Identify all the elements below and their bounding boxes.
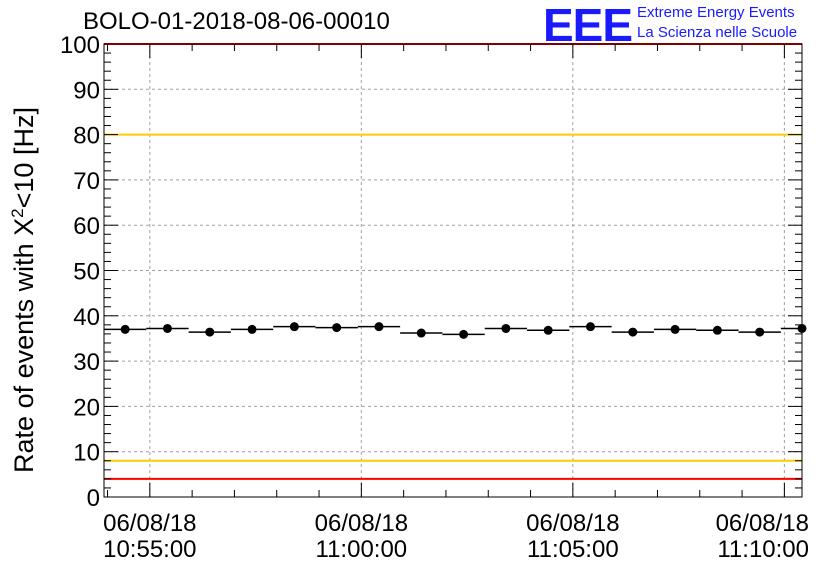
y-tick-label: 30 xyxy=(73,349,100,376)
y-tick-label: 70 xyxy=(73,168,100,195)
x-tick-label-date: 06/08/18 xyxy=(526,510,619,537)
x-tick-label-time: 11:00:00 xyxy=(316,536,408,563)
eee-logo-text: Extreme Energy Events La Scienza nelle S… xyxy=(637,3,797,43)
data-point xyxy=(162,323,172,333)
data-point xyxy=(501,323,511,333)
data-point xyxy=(120,324,130,334)
x-tick-label-time: 11:05:00 xyxy=(527,536,619,563)
y-tick-label: 0 xyxy=(87,485,100,512)
x-tick-label-time: 10:55:00 xyxy=(103,536,196,563)
data-point xyxy=(628,327,638,337)
y-tick-label: 50 xyxy=(73,259,100,286)
data-point xyxy=(374,322,384,332)
y-tick-label: 10 xyxy=(73,440,100,467)
data-point xyxy=(670,324,680,334)
data-point xyxy=(289,322,299,332)
data-point xyxy=(543,325,553,335)
y-tick-label: 90 xyxy=(73,77,100,104)
x-tick-label-date: 06/08/18 xyxy=(315,510,408,537)
x-tick-label-date: 06/08/18 xyxy=(716,510,809,537)
data-point xyxy=(416,328,426,338)
data-point xyxy=(247,324,257,334)
data-point xyxy=(332,323,342,333)
data-point xyxy=(712,325,722,335)
data-point xyxy=(755,327,765,337)
y-tick-label: 80 xyxy=(73,123,100,150)
y-tick-label: 60 xyxy=(73,213,100,240)
data-point xyxy=(205,327,215,337)
x-tick-label-date: 06/08/18 xyxy=(103,510,196,537)
logo-line-2: La Scienza nelle Scuole xyxy=(637,24,798,41)
chart-title: BOLO-01-2018-08-06-00010 xyxy=(83,8,390,35)
y-tick-label: 40 xyxy=(73,304,100,331)
eee-logo: EEE xyxy=(543,0,633,51)
y-tick-label: 100 xyxy=(60,32,100,59)
logo-line-1: Extreme Energy Events xyxy=(637,4,795,21)
data-point xyxy=(797,323,807,333)
y-tick-label: 20 xyxy=(73,394,100,421)
data-point xyxy=(459,329,469,339)
data-point xyxy=(585,322,595,332)
x-tick-label-time: 11:10:00 xyxy=(717,536,809,563)
